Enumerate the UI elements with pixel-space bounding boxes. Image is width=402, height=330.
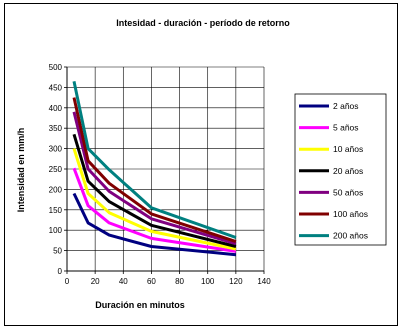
series-line-7 xyxy=(72,80,237,239)
y-axis-label: Intensidad en mm/h xyxy=(16,128,26,213)
legend-label-5: 50 años xyxy=(333,187,363,197)
series-lines xyxy=(72,80,237,257)
y-tick-label: 150 xyxy=(49,206,63,215)
legend: 2 años 5 años 10 años 20 años 50 años 100 año… xyxy=(294,93,387,246)
y-tick-label: 300 xyxy=(49,145,63,154)
series-line-2 xyxy=(72,167,237,253)
x-tick-label: 20 xyxy=(91,277,100,286)
legend-label-4: 20 años xyxy=(333,166,363,176)
legend-label-6: 100 años xyxy=(333,209,368,219)
series-line-6 xyxy=(72,97,237,244)
x-tick-label: 140 xyxy=(257,277,271,286)
y-tick-label: 350 xyxy=(49,124,63,133)
y-tick-label: 400 xyxy=(49,104,63,113)
x-tick-label: 80 xyxy=(175,277,184,286)
tick-labels: 0 20 40 60 80 100 120 140 0 50 100 150 200 250 300 350 4… xyxy=(49,63,272,286)
legend-label-7: 200 años xyxy=(333,231,368,241)
legend-label-1: 2 años xyxy=(333,101,359,111)
y-tick-label: 50 xyxy=(53,247,62,256)
chart-title: Intesidad - duración - período de retorn… xyxy=(116,18,290,28)
x-tick-label: 120 xyxy=(229,277,243,286)
series-line-1 xyxy=(72,192,237,257)
x-tick-label: 60 xyxy=(147,277,156,286)
y-tick-label: 500 xyxy=(49,63,63,72)
y-tick-label: 450 xyxy=(49,83,63,92)
x-tick-label: 100 xyxy=(201,277,215,286)
x-tick-label: 40 xyxy=(119,277,128,286)
axes xyxy=(64,66,265,274)
x-axis-label: Duración en minutos xyxy=(95,300,185,310)
series-line-4 xyxy=(72,133,237,248)
y-tick-label: 0 xyxy=(58,267,63,276)
x-tick-label: 0 xyxy=(65,277,70,286)
legend-label-3: 10 años xyxy=(333,144,363,154)
series-line-3 xyxy=(72,148,237,251)
y-tick-label: 250 xyxy=(49,165,63,174)
series-line-5 xyxy=(72,111,237,246)
y-tick-label: 200 xyxy=(49,185,63,194)
legend-label-2: 5 años xyxy=(333,123,359,133)
y-tick-label: 100 xyxy=(49,226,63,235)
